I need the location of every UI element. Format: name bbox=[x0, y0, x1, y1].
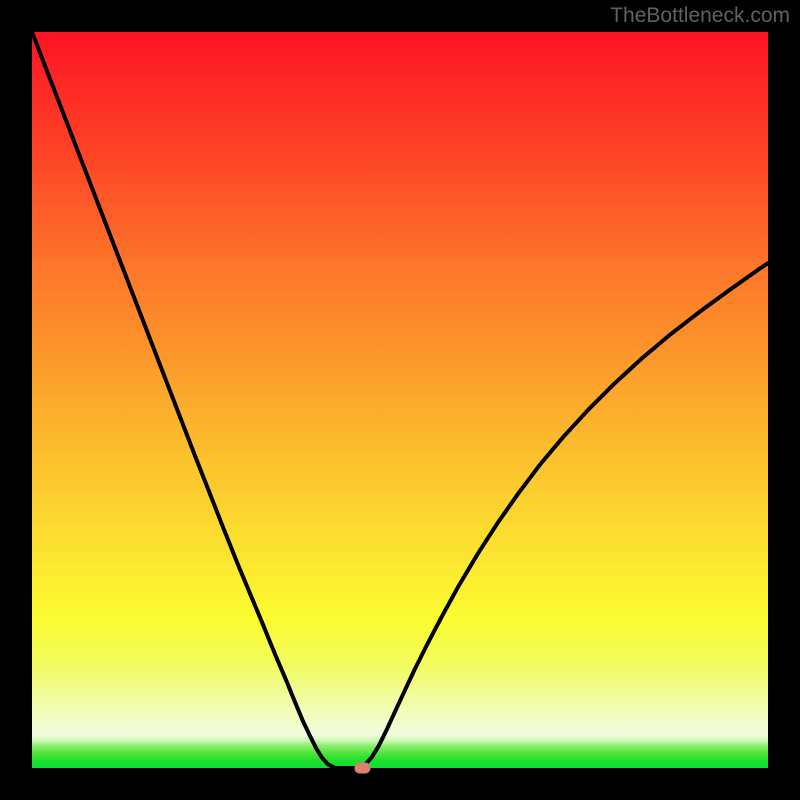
optimum-marker bbox=[354, 763, 370, 774]
watermark-text: TheBottleneck.com bbox=[610, 4, 790, 28]
chart-background bbox=[32, 32, 768, 768]
chart-container: TheBottleneck.com bbox=[0, 0, 800, 800]
chart-svg bbox=[0, 0, 800, 800]
